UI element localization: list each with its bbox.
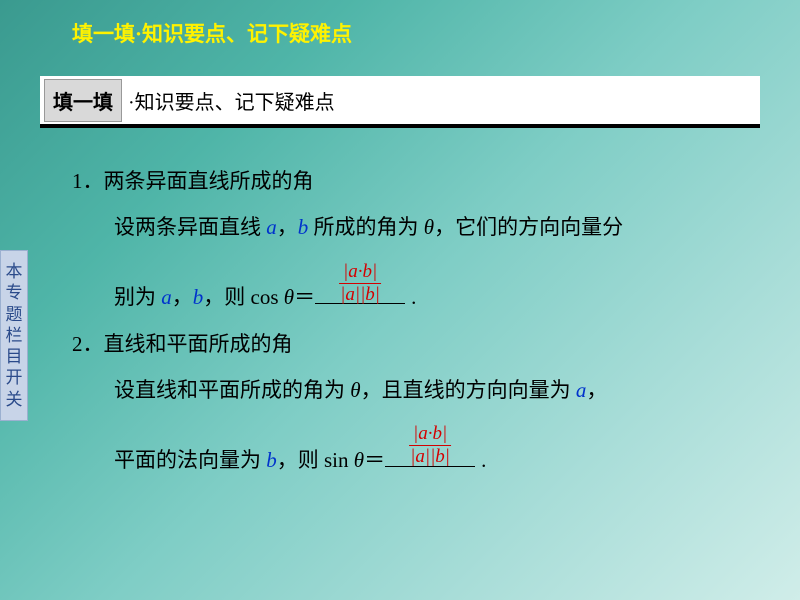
answer-blank-1: |a·b| |a||b| (315, 283, 405, 304)
text: ， (277, 215, 298, 239)
item-1-number: 1． (72, 169, 104, 193)
variable-b: b (193, 285, 204, 309)
variable-a: a (161, 285, 172, 309)
item-2-title: 2．直线和平面所成的角 (72, 321, 740, 367)
text: ，且直线的方向向量为 (361, 378, 576, 402)
page-header-title: 填一填·知识要点、记下疑难点 (0, 0, 800, 48)
item-1-line-b: 别为 a，b，则 cos θ＝ |a·b| |a||b| . (72, 274, 740, 320)
item-2-heading: 直线和平面所成的角 (104, 332, 293, 356)
cos-function: cos (251, 285, 284, 309)
equals: ＝ (364, 448, 385, 472)
section-subtitle: ·知识要点、记下疑难点 (128, 86, 335, 115)
text: 设直线和平面所成的角为 (114, 378, 350, 402)
item-1-title: 1．两条异面直线所成的角 (72, 158, 740, 204)
text: 别为 (114, 285, 161, 309)
period: . (481, 448, 486, 472)
text: 平面的法向量为 (114, 448, 266, 472)
text: ， (586, 378, 607, 402)
item-1-line-a: 设两条异面直线 a，b 所成的角为 θ，它们的方向向量分 (72, 204, 740, 250)
item-2-line-a: 设直线和平面所成的角为 θ，且直线的方向向量为 a， (72, 367, 740, 413)
variable-b: b (266, 448, 277, 472)
sin-function: sin (324, 448, 354, 472)
variable-theta: θ (424, 215, 434, 239)
text: 设两条异面直线 (114, 215, 266, 239)
item-2-number: 2． (72, 332, 104, 356)
fraction-1-numerator: |a·b| (339, 261, 381, 284)
text: ，则 (277, 448, 324, 472)
text: ，则 (203, 285, 250, 309)
sidebar-tab[interactable]: 本专题栏目开关 (0, 250, 28, 421)
variable-theta: θ (354, 448, 364, 472)
variable-a: a (576, 378, 587, 402)
text: 所成的角为 (308, 215, 424, 239)
section-badge: 填一填 (44, 79, 122, 122)
fraction-2-numerator: |a·b| (409, 423, 451, 446)
fraction-1: |a·b| |a||b| (336, 261, 384, 306)
text: ，它们的方向向量分 (434, 215, 623, 239)
period: . (411, 285, 416, 309)
text: ， (172, 285, 193, 309)
content-area: 1．两条异面直线所成的角 设两条异面直线 a，b 所成的角为 θ，它们的方向向量… (72, 158, 740, 483)
variable-theta: θ (284, 285, 294, 309)
answer-blank-2: |a·b| |a||b| (385, 446, 475, 467)
item-1-heading: 两条异面直线所成的角 (104, 169, 314, 193)
section-bar: 填一填 ·知识要点、记下疑难点 (40, 76, 760, 128)
fraction-2-denominator: |a||b| (406, 446, 454, 468)
variable-a: a (266, 215, 277, 239)
variable-theta: θ (350, 378, 360, 402)
item-2-line-b: 平面的法向量为 b，则 sin θ＝ |a·b| |a||b| . (72, 437, 740, 483)
variable-b: b (298, 215, 309, 239)
fraction-2: |a·b| |a||b| (406, 423, 454, 468)
equals: ＝ (294, 285, 315, 309)
fraction-1-denominator: |a||b| (336, 284, 384, 306)
